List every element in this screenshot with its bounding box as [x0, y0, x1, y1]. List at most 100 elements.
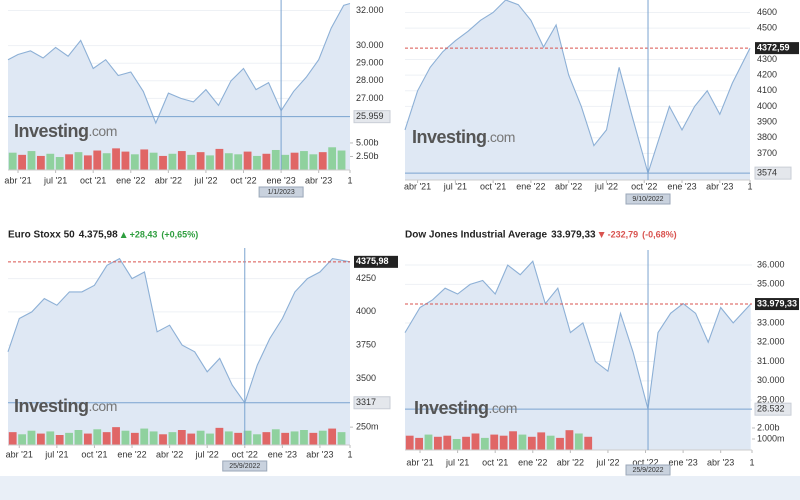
- chart-title: Dow Jones Industrial Average: [405, 230, 548, 241]
- volume-bar: [452, 438, 461, 450]
- volume-bar: [527, 436, 536, 450]
- crosshair-y-label: 3574: [757, 167, 777, 177]
- volume-bar: [300, 151, 308, 170]
- last-value-box: [755, 298, 799, 311]
- x-tick-label: abr '21: [4, 175, 31, 185]
- volume-bar: [271, 429, 280, 445]
- volume-bar: [309, 432, 318, 445]
- volume-bar: [177, 430, 186, 445]
- y-tick-label: 28.000: [356, 75, 384, 85]
- x-tick-label: 1: [347, 449, 352, 459]
- volume-bar: [499, 435, 508, 450]
- volume-bar: [574, 433, 583, 450]
- y-tick-label: 29.000: [356, 58, 384, 68]
- watermark-suffix: .com: [487, 129, 515, 145]
- x-tick-label: jul '22: [193, 175, 217, 185]
- volume-bar: [433, 436, 442, 450]
- x-tick-label: jul '21: [445, 457, 469, 467]
- x-tick-label: abr '21: [6, 449, 33, 459]
- volume-bar: [93, 429, 102, 445]
- crosshair-y-box: [754, 402, 792, 416]
- volume-bar: [65, 154, 73, 170]
- volume-bar: [584, 436, 593, 450]
- watermark-brand: Investing: [14, 396, 89, 416]
- x-tick-label: 1: [749, 457, 754, 467]
- crosshair-date-box: [625, 193, 671, 205]
- volume-bar: [55, 157, 64, 170]
- y-tick-label: 3700: [757, 148, 777, 158]
- change: +28,43: [130, 229, 158, 239]
- x-tick-label: oct '22: [632, 457, 658, 467]
- x-tick-label: ene '22: [116, 175, 145, 185]
- volume-bar: [300, 430, 308, 445]
- volume-bar: [8, 152, 17, 170]
- x-tick-label: jul '22: [594, 181, 618, 191]
- x-tick-label: abr '22: [555, 181, 582, 191]
- volume-bar: [224, 153, 233, 170]
- y-tick-label: 32.000: [757, 337, 785, 347]
- volume-bar: [130, 154, 139, 170]
- change: -232,79: [608, 229, 639, 239]
- last-value-label: 4375,98: [356, 256, 389, 266]
- volume-bar: [318, 152, 327, 170]
- area-fill: [8, 258, 350, 445]
- price-line: [7, 257, 351, 405]
- volume-bar: [187, 433, 196, 445]
- watermark: Investing.com: [412, 127, 515, 147]
- crosshair-date-label: 25/9/2022: [229, 463, 260, 470]
- volume-bar: [509, 431, 517, 450]
- volume-bar: [46, 153, 55, 170]
- x-tick-label: ene '22: [516, 181, 545, 191]
- volume-bar: [262, 153, 271, 170]
- x-tick-label: abr '23: [707, 457, 734, 467]
- volume-bar: [121, 151, 130, 170]
- y-tick-label: 33.000: [757, 317, 785, 327]
- volume-bar: [112, 427, 120, 445]
- volume-tick-label: 2.50b: [356, 151, 379, 161]
- volume-bar: [253, 434, 261, 445]
- volume-bar: [215, 427, 224, 445]
- price-line: [7, 2, 351, 125]
- price-line: [404, 0, 751, 176]
- volume-tick-label: 1000m: [757, 433, 785, 443]
- volume-bar: [55, 435, 64, 445]
- crosshair-y-box: [353, 110, 391, 124]
- y-tick-label: 30.000: [356, 40, 384, 50]
- area-fill: [405, 261, 751, 450]
- volume-bar: [196, 152, 205, 170]
- volume-bar: [337, 432, 346, 445]
- x-tick-label: abr '22: [156, 449, 183, 459]
- volume-bar: [149, 431, 158, 445]
- volume-bar: [206, 155, 214, 170]
- x-tick-label: abr '23: [306, 449, 333, 459]
- volume-bar: [318, 430, 327, 445]
- watermark-suffix: .com: [89, 398, 117, 414]
- x-tick-label: abr '22: [155, 175, 182, 185]
- volume-bar: [112, 148, 120, 170]
- volume-bar: [102, 153, 111, 170]
- x-tick-label: ene '22: [117, 449, 146, 459]
- volume-tick-label: 250m: [356, 422, 379, 432]
- crosshair-y-label: 28.532: [757, 404, 785, 414]
- change-pct: (+0,65%): [161, 229, 198, 239]
- last-value-box: [354, 255, 398, 268]
- crosshair-y-label: 3317: [356, 397, 376, 407]
- last-value-label: 33.979,33: [757, 298, 797, 308]
- area-fill: [405, 0, 750, 180]
- y-tick-label: 4600: [757, 7, 777, 17]
- volume-bar: [140, 428, 149, 445]
- volume-bar: [253, 155, 261, 170]
- y-tick-label: 3750: [356, 340, 376, 350]
- volume-bar: [480, 437, 489, 450]
- volume-bar: [27, 430, 36, 445]
- y-tick-label: 29.000: [757, 395, 785, 405]
- price: 4.375,98: [79, 230, 118, 241]
- x-tick-label: jul '21: [443, 181, 467, 191]
- x-tick-label: ene '23: [268, 449, 297, 459]
- volume-bar: [556, 437, 564, 450]
- volume-bar: [187, 154, 196, 170]
- volume-tick-label: 5.00b: [356, 137, 379, 147]
- crosshair-y-box: [353, 396, 391, 410]
- x-tick-label: jul '22: [195, 449, 219, 459]
- last-value-label: 4372,59: [757, 42, 790, 52]
